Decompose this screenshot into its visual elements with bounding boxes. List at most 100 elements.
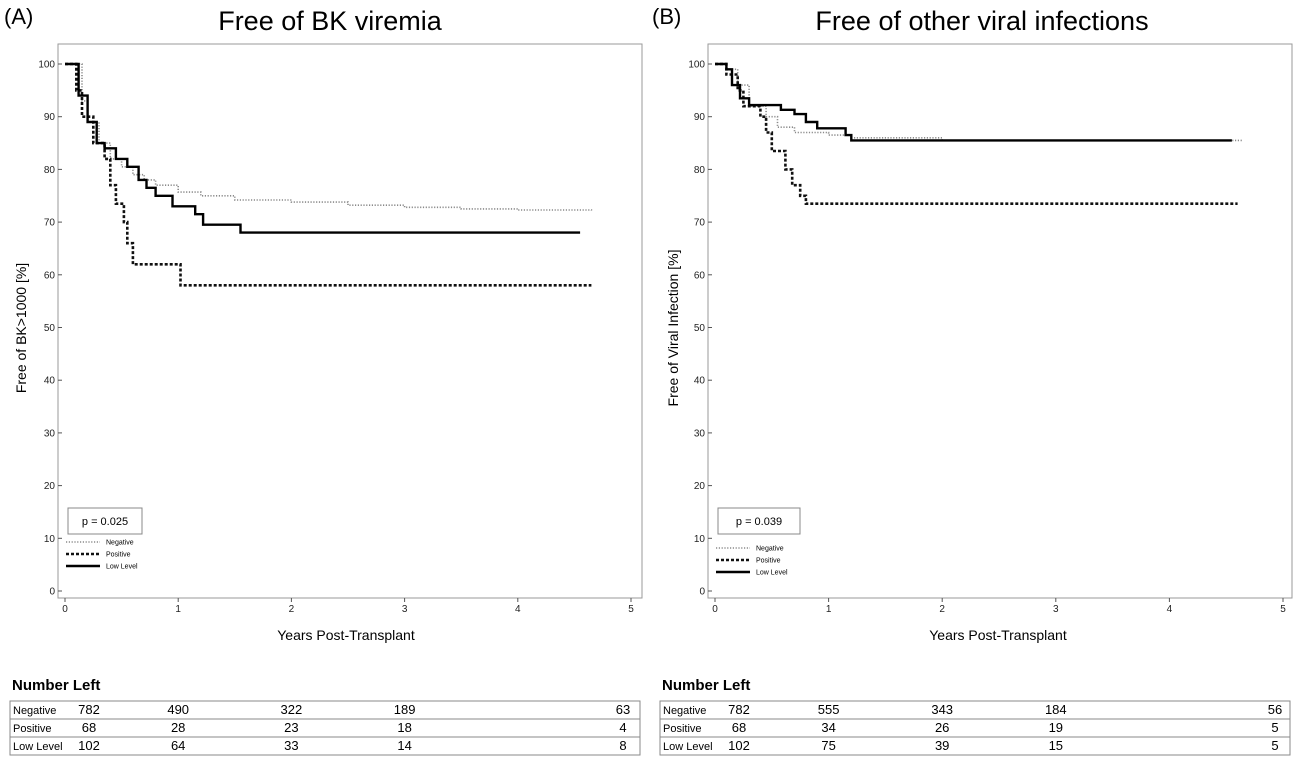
panel-b-pvalue-box [717, 507, 801, 535]
panel-a-y-tick-label: 10 [44, 534, 56, 545]
panel-b-x-tick-label: 4 [1167, 604, 1173, 615]
panel-a-series-low-level [65, 62, 581, 234]
panel-a-legend-label: Negative [106, 540, 134, 547]
panel-a-x-tick-label: 4 [515, 604, 521, 615]
panel-b-y-tick-label: 10 [694, 534, 706, 545]
panel-b-y-tick-label: 0 [699, 587, 705, 598]
panel-a-table-cell: 14 [397, 738, 411, 753]
panel-a-series-positive [65, 62, 592, 287]
panel-a-y-tick-label: 80 [44, 165, 56, 176]
panel-a-y-tick-label: 0 [49, 587, 55, 598]
panel-b-table-cell: 26 [935, 720, 949, 735]
panel-a-pvalue: p = 0.025 [82, 516, 128, 528]
panel-b-legend-label: Low Level [756, 570, 788, 577]
panel-a-table-cell: 4 [619, 720, 626, 735]
panel-b-table-cell: 5 [1271, 720, 1278, 735]
panel-b-pvalue: p = 0.039 [736, 516, 782, 528]
panel-b-table-cell: 19 [1049, 720, 1063, 735]
panel-b-label: (B) [652, 4, 681, 29]
panel-b-series-positive [715, 62, 1238, 205]
panel-a-y-tick-label: 30 [44, 428, 56, 439]
panel-b-table-cell: 184 [1045, 702, 1067, 717]
panel-b-legend-label: Positive [756, 558, 781, 565]
panel-a-table-cell: 322 [281, 702, 303, 717]
panel-a-table-cell: 490 [167, 702, 189, 717]
panel-a-label: (A) [4, 4, 33, 29]
panel-a-y-tick-label: 70 [44, 218, 56, 229]
panel-b-x-tick-label: 3 [1053, 604, 1059, 615]
panel-b-ylabel: Free of Viral Infection [%] [665, 250, 681, 407]
panel-a-table-cell: 68 [82, 720, 96, 735]
panel-a-y-tick-label: 50 [44, 323, 56, 334]
panel-a-x-tick-label: 1 [175, 604, 181, 615]
panel-b-y-tick-label: 60 [694, 270, 706, 281]
panel-b-table-cell: 343 [931, 702, 953, 717]
panel-b-xlabel: Years Post-Transplant [929, 627, 1067, 643]
panel-b-number-left-table: Negative 782 555 343 184 56 Positive 68 34 26 19 5 L… [659, 700, 1291, 756]
panel-b-x-tick-label: 0 [712, 604, 718, 615]
panel-b-table-cell: 68 [732, 720, 746, 735]
panel-a-plot-frame [57, 43, 643, 599]
panel-a-table-cell: 8 [619, 738, 626, 753]
panel-a-table-cell: 23 [284, 720, 298, 735]
panel-a-table-frame [9, 700, 641, 756]
panel-a-ylabel: Free of BK>1000 [%] [13, 263, 29, 393]
panel-b-table-cell: 5 [1271, 738, 1278, 753]
panel-b-table-row-label: Positive [663, 723, 702, 735]
panel-a-table-cell: 782 [78, 702, 100, 717]
panel-a-x-tick-label: 5 [628, 604, 634, 615]
panel-b-x-tick-label: 1 [826, 604, 832, 615]
panel-b-y-tick-label: 100 [688, 60, 705, 71]
panel-a-y-tick-label: 20 [44, 481, 56, 492]
panel-a-table-cell: 18 [397, 720, 411, 735]
panel-a-table-cell: 64 [171, 738, 185, 753]
panel-b-table-cell: 34 [821, 720, 835, 735]
panel-b-table-cell: 75 [821, 738, 835, 753]
panel-b-y-tick-label: 30 [694, 428, 706, 439]
panel-b-y-tick-label: 90 [694, 112, 706, 123]
panel-b-x-tick-label: 5 [1280, 604, 1286, 615]
panel-a-title: Free of BK viremia [218, 6, 443, 36]
panel-a-legend-label: Positive [106, 552, 131, 559]
panel-a-table-cell: 63 [616, 702, 630, 717]
panel-a-number-left-table: Negative 782 490 322 189 63 Positive 68 28 23 18 4 L… [9, 700, 641, 756]
panel-b-table-cell: 15 [1049, 738, 1063, 753]
panel-a-table-cell: 102 [78, 738, 100, 753]
panel-a-table-cell: 33 [284, 738, 298, 753]
panel-a-pvalue-box [67, 507, 143, 535]
panel-a-y-tick-label: 100 [38, 60, 55, 71]
panel-a-xlabel: Years Post-Transplant [277, 627, 415, 643]
panel-b-x-tick-label: 2 [939, 604, 945, 615]
panel-b-series-low-level [715, 62, 1232, 142]
panel-a-y-tick-label: 40 [44, 376, 56, 387]
panel-b-plot-frame [707, 43, 1293, 599]
panel-b-table-cell: 56 [1268, 702, 1282, 717]
panel-a-table-row-label: Positive [13, 723, 52, 735]
panel-b-table-frame [659, 700, 1291, 756]
panel-a-legend-label: Low Level [106, 564, 138, 571]
panel-b-y-tick-label: 80 [694, 165, 706, 176]
panel-b-table-cell: 39 [935, 738, 949, 753]
panel-b-title: Free of other viral infections [815, 6, 1148, 36]
panel-b-series-negative [715, 63, 1244, 142]
panel-a-x-tick-label: 0 [62, 604, 68, 615]
panel-a-table-row-label: Low Level [13, 741, 63, 753]
panel-a-number-left-title: Number Left [12, 677, 100, 694]
panel-a-y-tick-label: 90 [44, 112, 56, 123]
panel-a-series-negative [65, 63, 593, 211]
panel-b-number-left-title: Number Left [662, 677, 750, 694]
panel-b-y-tick-label: 20 [694, 481, 706, 492]
panel-b-table-cell: 782 [728, 702, 750, 717]
panel-a-table-row-label: Negative [13, 705, 56, 717]
panel-b-y-tick-label: 50 [694, 323, 706, 334]
panel-a-table-cell: 28 [171, 720, 185, 735]
panel-a-y-tick-label: 60 [44, 270, 56, 281]
panel-a-x-tick-label: 3 [402, 604, 408, 615]
panel-b-table-row-label: Negative [663, 705, 706, 717]
panel-b-y-tick-label: 40 [694, 376, 706, 387]
panel-b-legend-label: Negative [756, 546, 784, 553]
panel-b-y-tick-label: 70 [694, 218, 706, 229]
